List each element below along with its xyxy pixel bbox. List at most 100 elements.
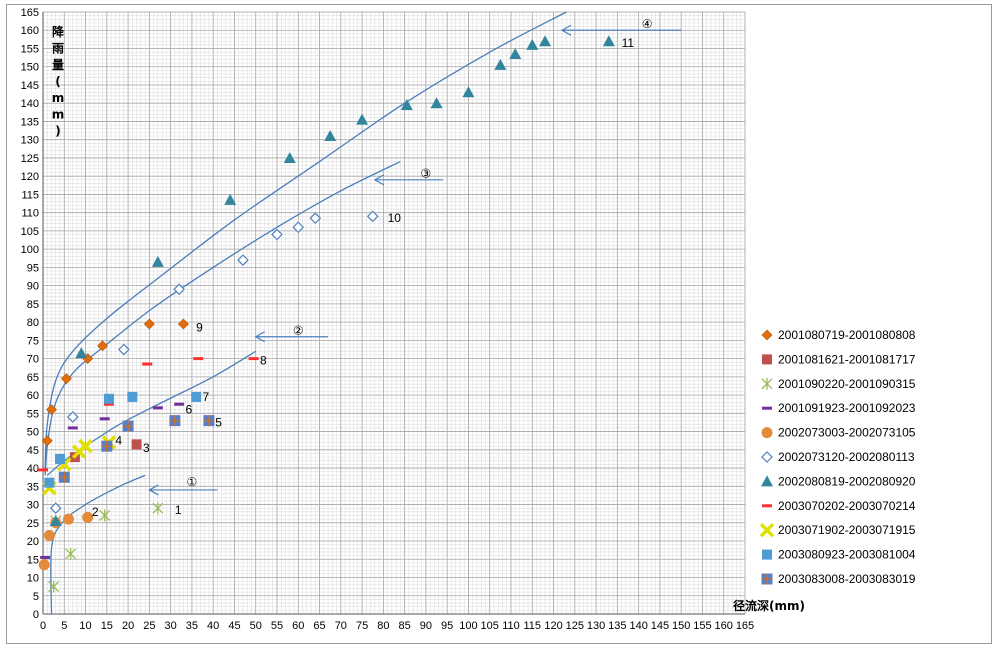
point-marker: [49, 514, 62, 526]
point-marker: [97, 340, 108, 352]
x-tick-label: 125: [566, 620, 584, 632]
y-tick-label: 10: [27, 573, 39, 585]
legend-item-9: 2003071902-2003071915: [759, 522, 916, 538]
point-marker: [356, 113, 369, 125]
point-label: 5: [215, 415, 222, 429]
point-label: 8: [260, 353, 267, 367]
point-label: 4: [115, 434, 122, 448]
y-tick-label: 100: [21, 244, 39, 256]
y-tick-label: 5: [33, 591, 39, 603]
point-marker: [602, 35, 615, 47]
point-marker: [761, 427, 773, 439]
legend-label: 2003071902-2003071915: [778, 523, 916, 537]
y-tick-label: 165: [21, 7, 39, 19]
legend-item-4: 2001091923-2001092023: [762, 401, 916, 415]
x-tick-label: 80: [377, 620, 389, 632]
y-tick-label: 80: [27, 317, 39, 329]
point-marker: [762, 504, 772, 508]
x-tick-label: 30: [165, 620, 177, 632]
point-marker: [103, 393, 114, 404]
y-tick-label: 35: [27, 481, 39, 493]
point-marker: [152, 502, 164, 515]
point-label: 7: [203, 390, 210, 404]
envelope-arrowhead-4: [560, 24, 572, 36]
x-tick-label: 70: [335, 620, 347, 632]
x-tick-label: 155: [693, 620, 711, 632]
x-tick-label: 75: [356, 620, 368, 632]
point-marker: [309, 212, 322, 224]
x-tick-label: 100: [459, 620, 477, 632]
point-marker: [103, 402, 114, 406]
y-tick-label: 30: [27, 500, 39, 512]
x-tick-label: 140: [629, 620, 647, 632]
x-tick-label: 65: [313, 620, 325, 632]
point-marker: [43, 530, 55, 542]
y-tick-label: 85: [27, 299, 39, 311]
point-marker: [539, 35, 552, 47]
point-marker: [224, 193, 237, 205]
x-tick-label: 10: [79, 620, 91, 632]
y-tick-label: 65: [27, 372, 39, 384]
y-tick-label: 90: [27, 281, 39, 293]
point-label: 10: [388, 211, 402, 225]
point-marker: [40, 555, 51, 559]
legend-item-1: 2001080719-2001080808: [761, 328, 916, 342]
series-6-points: [49, 210, 379, 515]
point-label: 9: [196, 321, 203, 335]
x-tick-label: 25: [143, 620, 155, 632]
minor-grid: [42, 11, 746, 615]
y-tick-label: 45: [27, 445, 39, 457]
envelope-label-1: ①: [187, 475, 198, 489]
point-marker: [46, 404, 57, 416]
y-tick-label: 60: [27, 390, 39, 402]
y-axis-title: 降雨量 (mm): [52, 24, 65, 138]
point-marker: [82, 511, 94, 523]
legend-item-6: 2002073120-2002080113: [761, 450, 915, 464]
legend-item-11: 2003083008-2003083019: [761, 572, 916, 586]
point-labels: 1 2 3 4 5 67 8 9 10 11: [92, 36, 634, 519]
y-tick-label: 20: [27, 536, 39, 548]
point-marker: [66, 411, 79, 423]
envelope-label-3: ③: [421, 167, 432, 181]
x-tick-label: 160: [715, 620, 733, 632]
legend-label: 2003083008-2003083019: [778, 572, 916, 586]
y-tick-label: 145: [21, 80, 39, 92]
x-tick-label: 0: [40, 620, 46, 632]
legend-item-10: 2003080923-2003081004: [762, 548, 916, 562]
y-axis-title-char: m: [52, 108, 65, 122]
x-tick-label: 145: [651, 620, 669, 632]
y-tick-label: 130: [21, 135, 39, 147]
point-marker: [762, 549, 772, 560]
y-tick-label: 40: [27, 463, 39, 475]
x-tick-labels: 0 5 10 15 20 25 30 35 40 45 50 55 60 65 70 75 80 85 90 95 10…: [40, 620, 754, 632]
x-tick-label: 85: [399, 620, 411, 632]
point-marker: [761, 377, 773, 390]
y-tick-labels: 0 5 10 15 20 25 30 35 40 45 50 55 60 65 70 75 80 85 90 95 10…: [21, 7, 39, 621]
legend-label: 2003070202-2003070214: [778, 499, 916, 513]
point-marker: [193, 357, 204, 361]
y-tick-label: 160: [21, 25, 39, 37]
point-marker: [283, 151, 296, 163]
point-marker: [67, 426, 78, 430]
x-tick-label: 40: [207, 620, 219, 632]
legend-label: 2002080819-2002080920: [778, 474, 916, 488]
x-tick-label: 115: [523, 620, 541, 632]
envelope-curves: ① ② ③ ④: [44, 11, 682, 615]
x-tick-label: 35: [186, 620, 198, 632]
y-tick-label: 110: [21, 208, 39, 220]
y-tick-label: 120: [21, 171, 39, 183]
legend-label: 2001090220-2001090315: [778, 377, 916, 391]
point-marker: [761, 329, 773, 341]
envelope-label-2: ②: [293, 323, 304, 337]
point-marker: [38, 559, 50, 571]
point-marker: [191, 391, 202, 402]
legend-label: 2003080923-2003081004: [778, 548, 916, 562]
envelope-arrowhead-2: [254, 331, 266, 343]
y-tick-label: 25: [27, 518, 39, 530]
point-marker: [41, 435, 53, 447]
point-marker: [75, 347, 88, 359]
x-axis-title: 径流深(mm): [733, 598, 805, 613]
point-marker: [63, 513, 75, 525]
point-label: 6: [186, 403, 193, 417]
